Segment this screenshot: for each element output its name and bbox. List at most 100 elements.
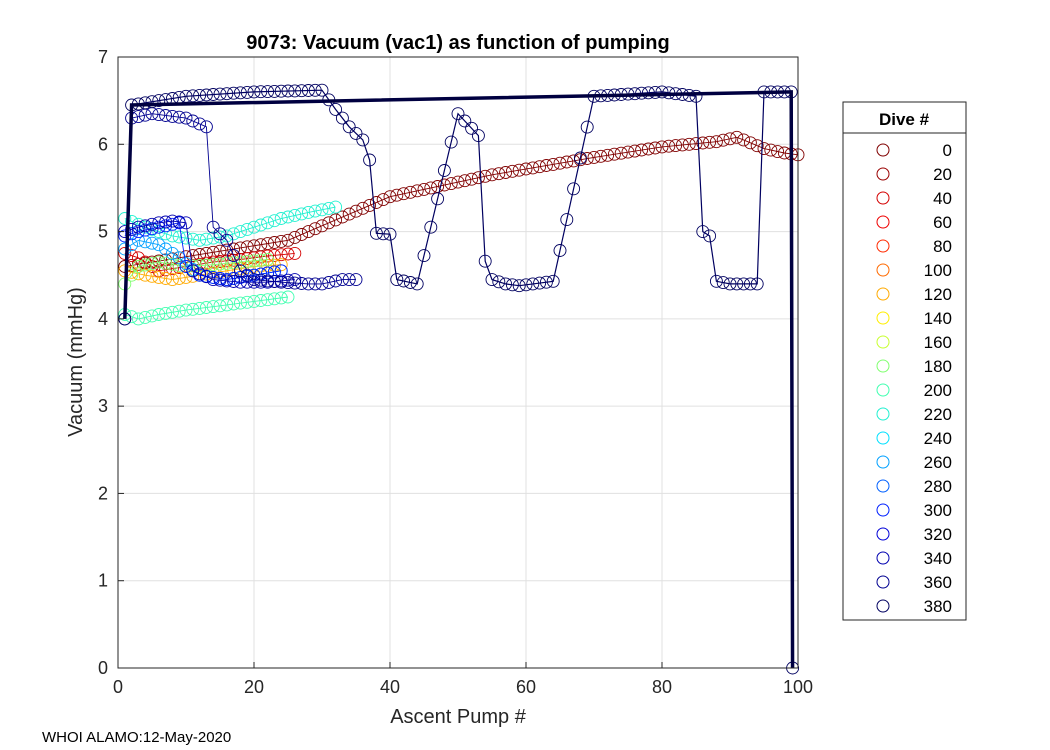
legend-label: 260 [924, 453, 952, 472]
data-point [172, 304, 186, 318]
data-point [131, 312, 145, 326]
data-point [757, 142, 771, 156]
plot-frame [117, 56, 799, 669]
data-point [308, 83, 322, 97]
data-point [233, 270, 247, 284]
data-point [274, 264, 288, 278]
data-point [267, 265, 281, 279]
data-point [689, 89, 703, 103]
data-point [492, 275, 506, 289]
legend-entry: 320 [876, 525, 952, 544]
data-point [655, 140, 669, 154]
legend-label: 220 [924, 405, 952, 424]
data-point [131, 251, 145, 265]
legend-label: 100 [924, 261, 952, 280]
data-point [410, 184, 424, 198]
data-point [138, 255, 152, 269]
data-point [288, 208, 302, 222]
data-point [233, 86, 247, 100]
legend-marker [876, 455, 890, 469]
data-point [193, 267, 207, 281]
legend-entry: 40 [876, 189, 952, 208]
legend-entry: 260 [876, 453, 952, 472]
y-tick-label: 3 [98, 396, 108, 416]
x-axis-label: Ascent Pump # [390, 706, 527, 728]
legend-marker [876, 599, 890, 613]
data-point [424, 181, 438, 195]
data-point [165, 214, 179, 228]
data-point [193, 259, 207, 273]
legend-label: 80 [933, 237, 952, 256]
data-point [172, 110, 186, 124]
data-point [444, 135, 458, 149]
data-point [165, 246, 179, 260]
data-point [240, 85, 254, 99]
data-point [240, 268, 254, 282]
data-point [281, 84, 295, 98]
data-point [267, 248, 281, 262]
data-point [165, 109, 179, 123]
x-tick-label: 100 [783, 677, 813, 697]
data-point [213, 87, 227, 101]
data-point [152, 308, 166, 321]
data-point [709, 135, 723, 149]
data-point [716, 276, 730, 290]
data-point [186, 302, 200, 316]
data-point [703, 135, 717, 149]
data-point [383, 190, 397, 204]
data-point [696, 225, 710, 239]
data-point [675, 138, 689, 152]
data-point [295, 84, 309, 98]
data-point [206, 258, 220, 272]
data-point [349, 204, 363, 218]
y-tick-label: 4 [98, 309, 108, 329]
data-point [267, 275, 281, 288]
data-point [363, 153, 377, 167]
data-point [159, 272, 173, 285]
data-point [465, 172, 479, 186]
data-point [247, 254, 261, 268]
data-point [213, 255, 227, 268]
data-point [342, 120, 356, 134]
data-point [138, 310, 152, 324]
data-point [261, 253, 275, 266]
data-point [397, 274, 411, 288]
data-point [730, 130, 744, 144]
legend-label: 20 [933, 165, 952, 184]
data-point [193, 248, 207, 261]
data-point [254, 273, 268, 287]
data-point [152, 238, 166, 252]
data-point [295, 207, 309, 221]
legend-marker [876, 191, 890, 205]
data-point [152, 108, 166, 122]
data-point [240, 275, 254, 289]
data-point [526, 161, 540, 175]
data-point [288, 246, 302, 260]
legend-marker [876, 239, 890, 253]
data-point [281, 276, 295, 290]
data-point [240, 295, 254, 309]
legend-marker [876, 383, 890, 397]
legend-entry: 180 [876, 357, 952, 376]
legend-entry: 120 [876, 285, 952, 304]
legend-label: 280 [924, 477, 952, 496]
data-point [227, 256, 241, 270]
data-point [505, 278, 519, 292]
data-point [662, 139, 676, 153]
legend-entry: 340 [876, 549, 952, 568]
data-point [240, 255, 254, 268]
data-point [587, 150, 601, 164]
data-point [193, 117, 207, 131]
data-point [172, 230, 186, 244]
legend-label: 0 [943, 141, 952, 160]
data-point [206, 231, 220, 245]
data-point [247, 273, 261, 287]
data-point [580, 152, 594, 165]
data-point [267, 292, 281, 306]
data-point [553, 244, 567, 257]
legend-entry: 360 [876, 573, 952, 592]
data-point [145, 236, 159, 250]
data-point [478, 254, 492, 268]
data-point [118, 229, 132, 243]
data-point [471, 129, 485, 143]
